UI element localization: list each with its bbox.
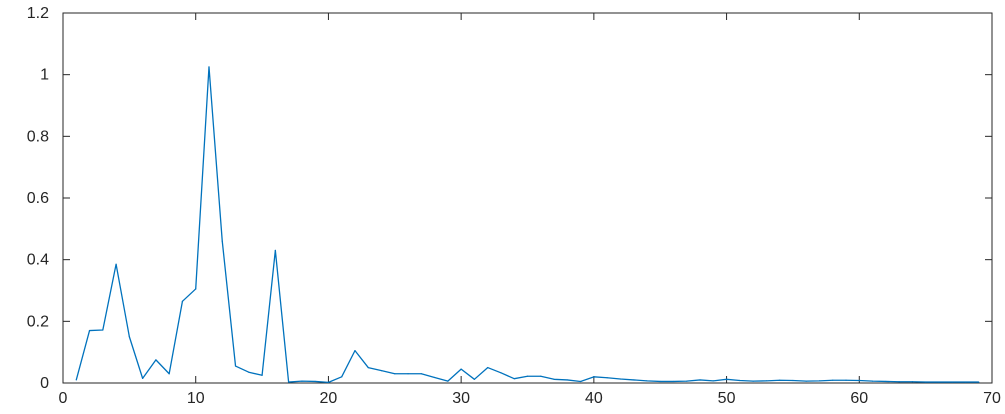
data-point xyxy=(102,329,104,331)
data-point xyxy=(301,380,303,382)
x-tick-label: 30 xyxy=(452,390,470,407)
data-point xyxy=(221,240,223,242)
axes xyxy=(62,12,993,384)
x-tick-label: 40 xyxy=(585,390,603,407)
data-point xyxy=(274,249,276,252)
data-point xyxy=(566,379,568,381)
data-point xyxy=(911,381,913,383)
data-point xyxy=(75,379,77,381)
data-point xyxy=(487,366,489,369)
data-point xyxy=(885,380,887,383)
data-point xyxy=(938,381,940,383)
data-point xyxy=(155,359,157,361)
data-point xyxy=(593,376,595,378)
x-tick-label: 60 xyxy=(850,390,868,407)
data-point xyxy=(553,378,555,380)
data-point xyxy=(181,300,184,302)
y-tick-label: 0.2 xyxy=(27,313,49,330)
x-tick-label: 50 xyxy=(718,390,736,407)
data-point xyxy=(964,381,967,383)
data-point xyxy=(871,380,874,382)
data-point xyxy=(526,375,529,377)
y-tick-label: 0.8 xyxy=(27,128,49,145)
data-point xyxy=(832,379,834,381)
series xyxy=(75,66,980,384)
y-tick-label: 1 xyxy=(40,67,49,84)
data-point xyxy=(88,329,91,332)
data-point xyxy=(367,366,369,369)
data-point xyxy=(380,370,383,372)
data-point xyxy=(659,380,661,383)
data-point xyxy=(288,381,290,383)
data-point xyxy=(619,378,622,380)
data-point xyxy=(925,381,927,383)
y-tick-label: 1.2 xyxy=(27,5,49,22)
data-point xyxy=(633,379,635,381)
series-line xyxy=(75,66,979,384)
data-point xyxy=(579,380,582,383)
data-point xyxy=(248,371,250,373)
data-point xyxy=(845,379,847,381)
data-point xyxy=(606,377,608,379)
data-point xyxy=(128,336,130,338)
data-point xyxy=(473,378,476,380)
data-point xyxy=(765,380,767,382)
data-point xyxy=(168,373,170,375)
data-point xyxy=(234,365,237,367)
data-point xyxy=(500,372,502,374)
data-point xyxy=(792,379,794,382)
data-point xyxy=(394,373,396,375)
data-point xyxy=(818,380,821,382)
data-point xyxy=(712,380,714,382)
data-point xyxy=(699,379,701,381)
data-point xyxy=(434,376,436,379)
data-point xyxy=(672,380,675,383)
data-point xyxy=(407,373,409,375)
data-point xyxy=(447,380,449,382)
data-point xyxy=(686,380,688,382)
data-point xyxy=(261,374,263,376)
y-tick-label: 0.4 xyxy=(27,252,49,269)
plot-box xyxy=(62,12,993,384)
data-point xyxy=(978,381,980,383)
data-point xyxy=(779,379,781,381)
x-tick-label: 10 xyxy=(187,390,205,407)
ticks: 0 10 20 30 40 50 60 70 0 0.2 0.4 0.6 0.8 1 1.2 xyxy=(27,5,1001,407)
data-point xyxy=(752,380,754,382)
x-tick-label: 20 xyxy=(320,390,338,407)
data-point xyxy=(115,263,117,265)
data-point xyxy=(898,381,900,383)
data-point xyxy=(540,375,542,377)
data-point xyxy=(951,381,953,383)
data-point xyxy=(195,288,197,290)
data-point xyxy=(460,368,462,370)
data-point xyxy=(739,379,741,382)
data-point xyxy=(513,378,515,380)
x-tick-label: 0 xyxy=(59,390,68,407)
data-point xyxy=(646,380,648,382)
data-point xyxy=(327,381,330,383)
data-point xyxy=(341,376,343,378)
data-point xyxy=(805,380,807,382)
x-tick-label: 70 xyxy=(983,390,1001,407)
y-tick-label: 0 xyxy=(40,375,49,392)
data-point xyxy=(314,380,316,383)
data-point xyxy=(208,66,210,68)
data-point xyxy=(142,377,144,379)
y-tick-label: 0.6 xyxy=(27,190,49,207)
data-point xyxy=(858,379,860,382)
data-point xyxy=(725,378,728,380)
data-point xyxy=(354,350,356,352)
data-point xyxy=(420,373,422,375)
